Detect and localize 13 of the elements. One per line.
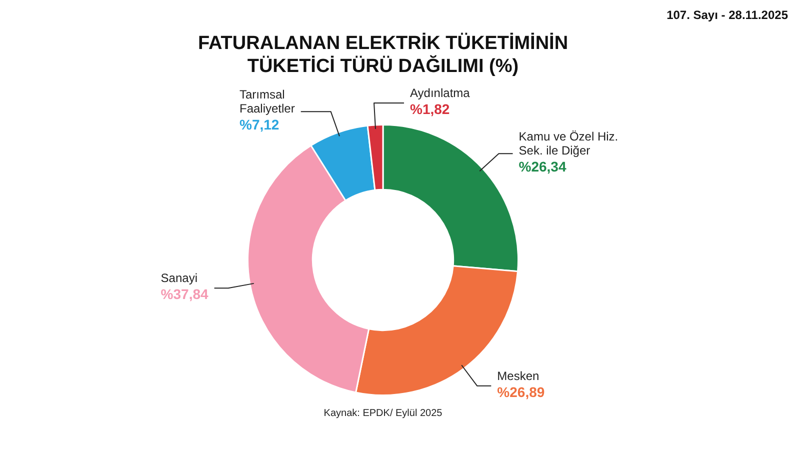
- chart-title: FATURALANAN ELEKTRİK TÜKETİMİNİN TÜKETİCİ TÜRÜ DAĞILIMI (%): [196, 32, 570, 78]
- text: 107. Sayı - 28.11.2025: [666, 8, 788, 22]
- data-label: %1,82: [410, 101, 450, 118]
- slice-label: Aydınlatma: [410, 86, 470, 100]
- data-label: %26,34: [518, 158, 566, 175]
- slice-label: Mesken: [497, 368, 540, 383]
- data-label: %26,89: [497, 384, 545, 400]
- data-label: %7,12: [240, 116, 280, 133]
- data-label: %37,84: [160, 286, 208, 302]
- text: Kaynak: EPDK/ Eylül 2025: [322, 408, 444, 419]
- slice-label: Tarımsal Faaliyetler: [240, 88, 295, 116]
- slice-label: Kamu ve Özel Hiz. Sek. ile Diğer: [518, 130, 618, 158]
- slice-label: Sanayi: [160, 271, 198, 286]
